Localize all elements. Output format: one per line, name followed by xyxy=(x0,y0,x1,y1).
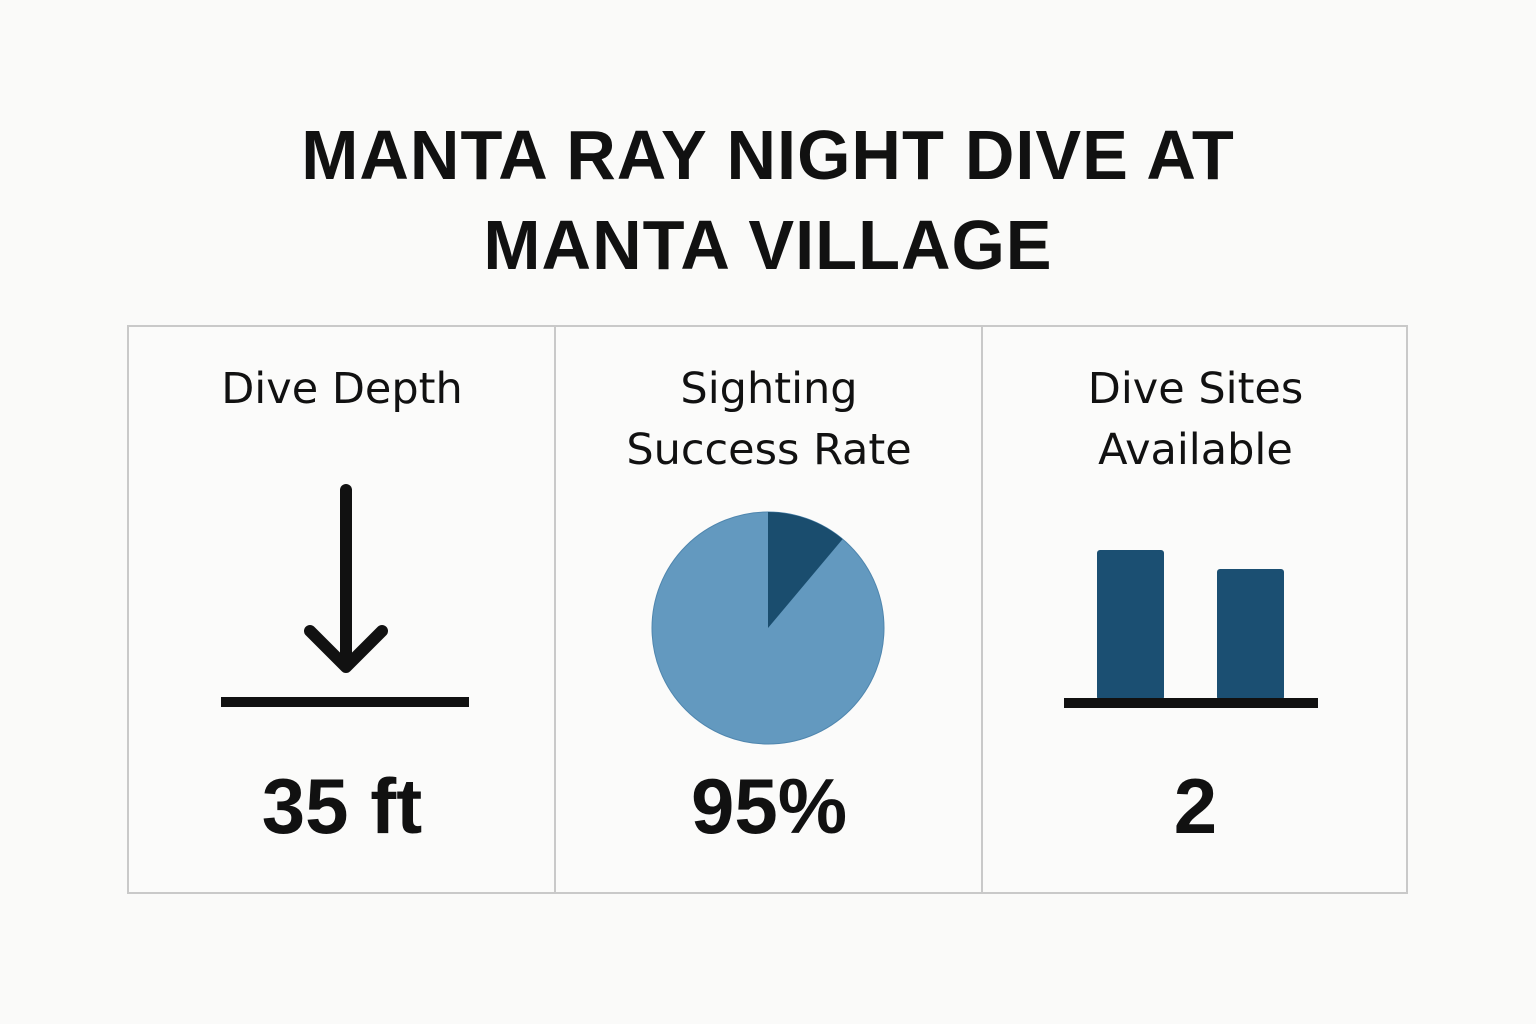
column-divider xyxy=(981,327,983,892)
stat-label-line-2: Success Rate xyxy=(626,425,912,475)
bar-chart-icon xyxy=(1064,550,1318,708)
page-title-line-1: MANTA RAY NIGHT DIVE AT xyxy=(301,116,1235,194)
stat-value: 2 xyxy=(1173,762,1218,850)
stat-dive-sites: Dive Sites Available 2 xyxy=(983,327,1408,892)
page-title-line-2: MANTA VILLAGE xyxy=(483,206,1053,284)
stat-label-line-2: Available xyxy=(1098,425,1293,475)
stat-label-line-1: Sighting xyxy=(680,364,858,414)
column-divider xyxy=(554,327,556,892)
stats-panel: Dive Depth 35 ft Sighting Success Rate 9… xyxy=(127,325,1408,894)
stat-value: 95% xyxy=(690,762,848,850)
stat-label-line-1: Dive Sites xyxy=(1087,364,1304,414)
stat-dive-depth: Dive Depth 35 ft xyxy=(129,327,555,892)
stat-label: Dive Depth xyxy=(221,364,463,414)
stat-value: 35 ft xyxy=(261,762,423,850)
arrow-down-to-line-icon xyxy=(221,484,469,707)
pie-chart-icon xyxy=(651,511,885,745)
stat-sighting-rate: Sighting Success Rate 95% xyxy=(556,327,982,892)
